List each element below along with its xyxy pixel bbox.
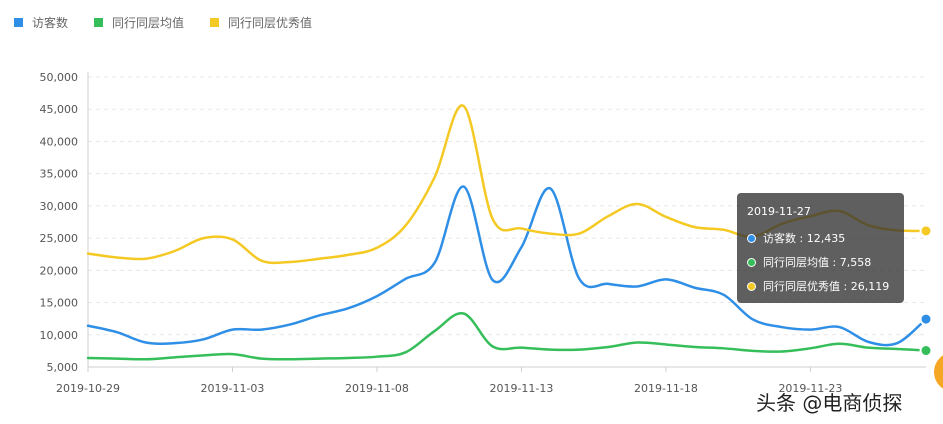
legend-item-peer-excellent[interactable]: 同行同层优秀值: [210, 14, 312, 31]
legend-swatch-peer-avg: [94, 17, 104, 27]
corner-badge[interactable]: [934, 352, 943, 392]
y-tick-label: 20,000: [40, 264, 79, 277]
tooltip-dot-peer-excellent: [747, 281, 756, 291]
y-tick-label: 5,000: [47, 361, 79, 374]
chart-legend: 访客数 同行同层均值 同行同层优秀值: [14, 12, 338, 32]
legend-item-visitors[interactable]: 访客数: [14, 14, 68, 31]
legend-swatch-visitors: [14, 17, 23, 27]
y-tick-label: 45,000: [40, 103, 79, 116]
legend-label-peer-avg: 同行同层均值: [112, 15, 185, 30]
tooltip: 2019-11-27 访客数 : 12,435 同行同层均值 : 7,558 同…: [737, 193, 904, 303]
x-tick-label: 2019-11-08: [345, 382, 409, 395]
tooltip-row-peer-excellent: 同行同层优秀值 : 26,119: [747, 274, 894, 298]
watermark: 头条 @电商侦探: [756, 391, 903, 415]
marker-peer-avg: [919, 344, 933, 358]
tooltip-text-visitors: 访客数 : 12,435: [763, 232, 846, 245]
x-tick-label: 2019-11-03: [201, 382, 265, 395]
y-tick-label: 15,000: [40, 297, 79, 310]
tooltip-dot-visitors: [747, 233, 756, 243]
axes: 5,000 10,000 15,000 20,000 25,000 30,000 35,00…: [40, 71, 926, 395]
y-tick-label: 10,000: [40, 329, 79, 342]
marker-peer-excellent: [919, 224, 933, 238]
tooltip-text-peer-excellent: 同行同层优秀值 : 26,119: [763, 280, 890, 293]
x-tick-label: 2019-11-18: [634, 382, 698, 395]
y-tick-label: 50,000: [40, 71, 79, 84]
x-tick-label: 2019-11-13: [489, 382, 553, 395]
hover-markers: [919, 224, 933, 358]
legend-swatch-peer-excellent: [210, 17, 220, 27]
y-tick-label: 30,000: [40, 200, 79, 213]
series-line-peer-avg: [86, 312, 928, 361]
legend-label-peer-excellent: 同行同层优秀值: [228, 15, 313, 30]
legend-item-peer-avg[interactable]: 同行同层均值: [94, 14, 184, 31]
y-tick-label: 40,000: [40, 135, 79, 148]
tooltip-row-visitors: 访客数 : 12,435: [747, 226, 894, 250]
x-tick-label: 2019-11-23: [778, 382, 842, 395]
legend-label-visitors: 访客数: [32, 15, 69, 30]
y-tick-label: 35,000: [40, 168, 79, 181]
tooltip-date: 2019-11-27: [747, 205, 811, 218]
tooltip-row-peer-avg: 同行同层均值 : 7,558: [747, 250, 894, 274]
series-line-visitors: [86, 185, 928, 347]
marker-visitors: [919, 312, 933, 326]
x-tick-label: 2019-10-29: [56, 382, 120, 395]
y-tick-label: 25,000: [40, 232, 79, 245]
tooltip-dot-peer-avg: [747, 257, 756, 267]
tooltip-text-peer-avg: 同行同层均值 : 7,558: [763, 256, 872, 269]
